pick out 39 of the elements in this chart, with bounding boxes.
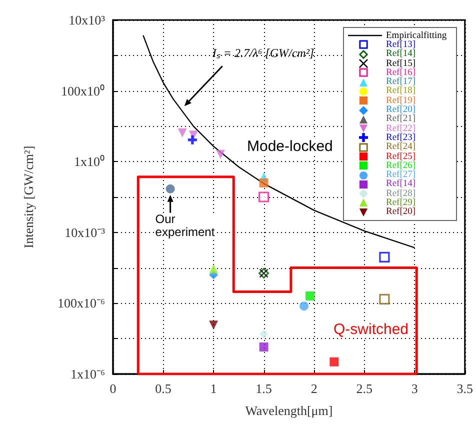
- x-axis-title: Wavelength[μm]: [245, 403, 333, 418]
- legend-label: Ref[16]: [386, 68, 416, 78]
- y-axis-title: Intensity [GW/cm²]: [21, 146, 36, 248]
- legend-label: Ref[18]: [386, 86, 416, 96]
- x-tick-label: 1: [210, 381, 217, 396]
- legend-label: Ref[14]: [386, 179, 416, 190]
- y-tick-label: 1x10⁰: [74, 154, 105, 170]
- legend-label: Ref[20]: [386, 207, 416, 218]
- legend-label: Ref[14]: [386, 49, 416, 60]
- legend-label: Ref[28]: [386, 188, 416, 199]
- legend-label: Ref[13]: [386, 40, 416, 50]
- y-tick-label: 10x10⁻³: [64, 224, 106, 240]
- legend-label: Ref[20]: [386, 105, 416, 116]
- legend-label: Ref[23]: [386, 132, 416, 143]
- legend-label: Ref[15]: [386, 58, 416, 69]
- legend-label: Ref[25]: [386, 152, 416, 162]
- annotation: Mode-locked: [247, 138, 333, 154]
- legend-label: Ref[19]: [386, 96, 416, 106]
- annotation: Q-switched: [334, 320, 409, 338]
- x-tick-label: 2.5: [356, 381, 372, 396]
- legend-label: Ref[22]: [386, 124, 416, 134]
- legend-label: Ref[26]: [386, 160, 416, 171]
- annotation: Our experiment: [155, 212, 218, 239]
- legend-label: Ref[17]: [386, 77, 416, 88]
- x-tick-label: 0: [110, 381, 116, 396]
- y-tick-label: 10x10³: [68, 12, 106, 28]
- x-tick-label: 0.5: [155, 381, 172, 396]
- legend-label: Ref[29]: [386, 198, 416, 208]
- x-tick-label: 3.5: [456, 381, 473, 396]
- legend-label: Ref[27]: [386, 170, 416, 180]
- legend-label: Ref[24]: [386, 142, 416, 152]
- x-tick-label: 2: [310, 381, 318, 396]
- y-tick-label: 100x10⁰: [61, 83, 105, 98]
- x-tick-label: 1.5: [256, 381, 272, 396]
- legend-label: Empiricalfitting: [386, 30, 447, 41]
- y-tick-label: 100x10⁻⁶: [57, 296, 105, 311]
- legend-label: Ref[21]: [386, 114, 416, 124]
- y-tick-label: 1x10⁻⁶: [70, 366, 105, 382]
- x-tick-label: 3: [411, 381, 418, 396]
